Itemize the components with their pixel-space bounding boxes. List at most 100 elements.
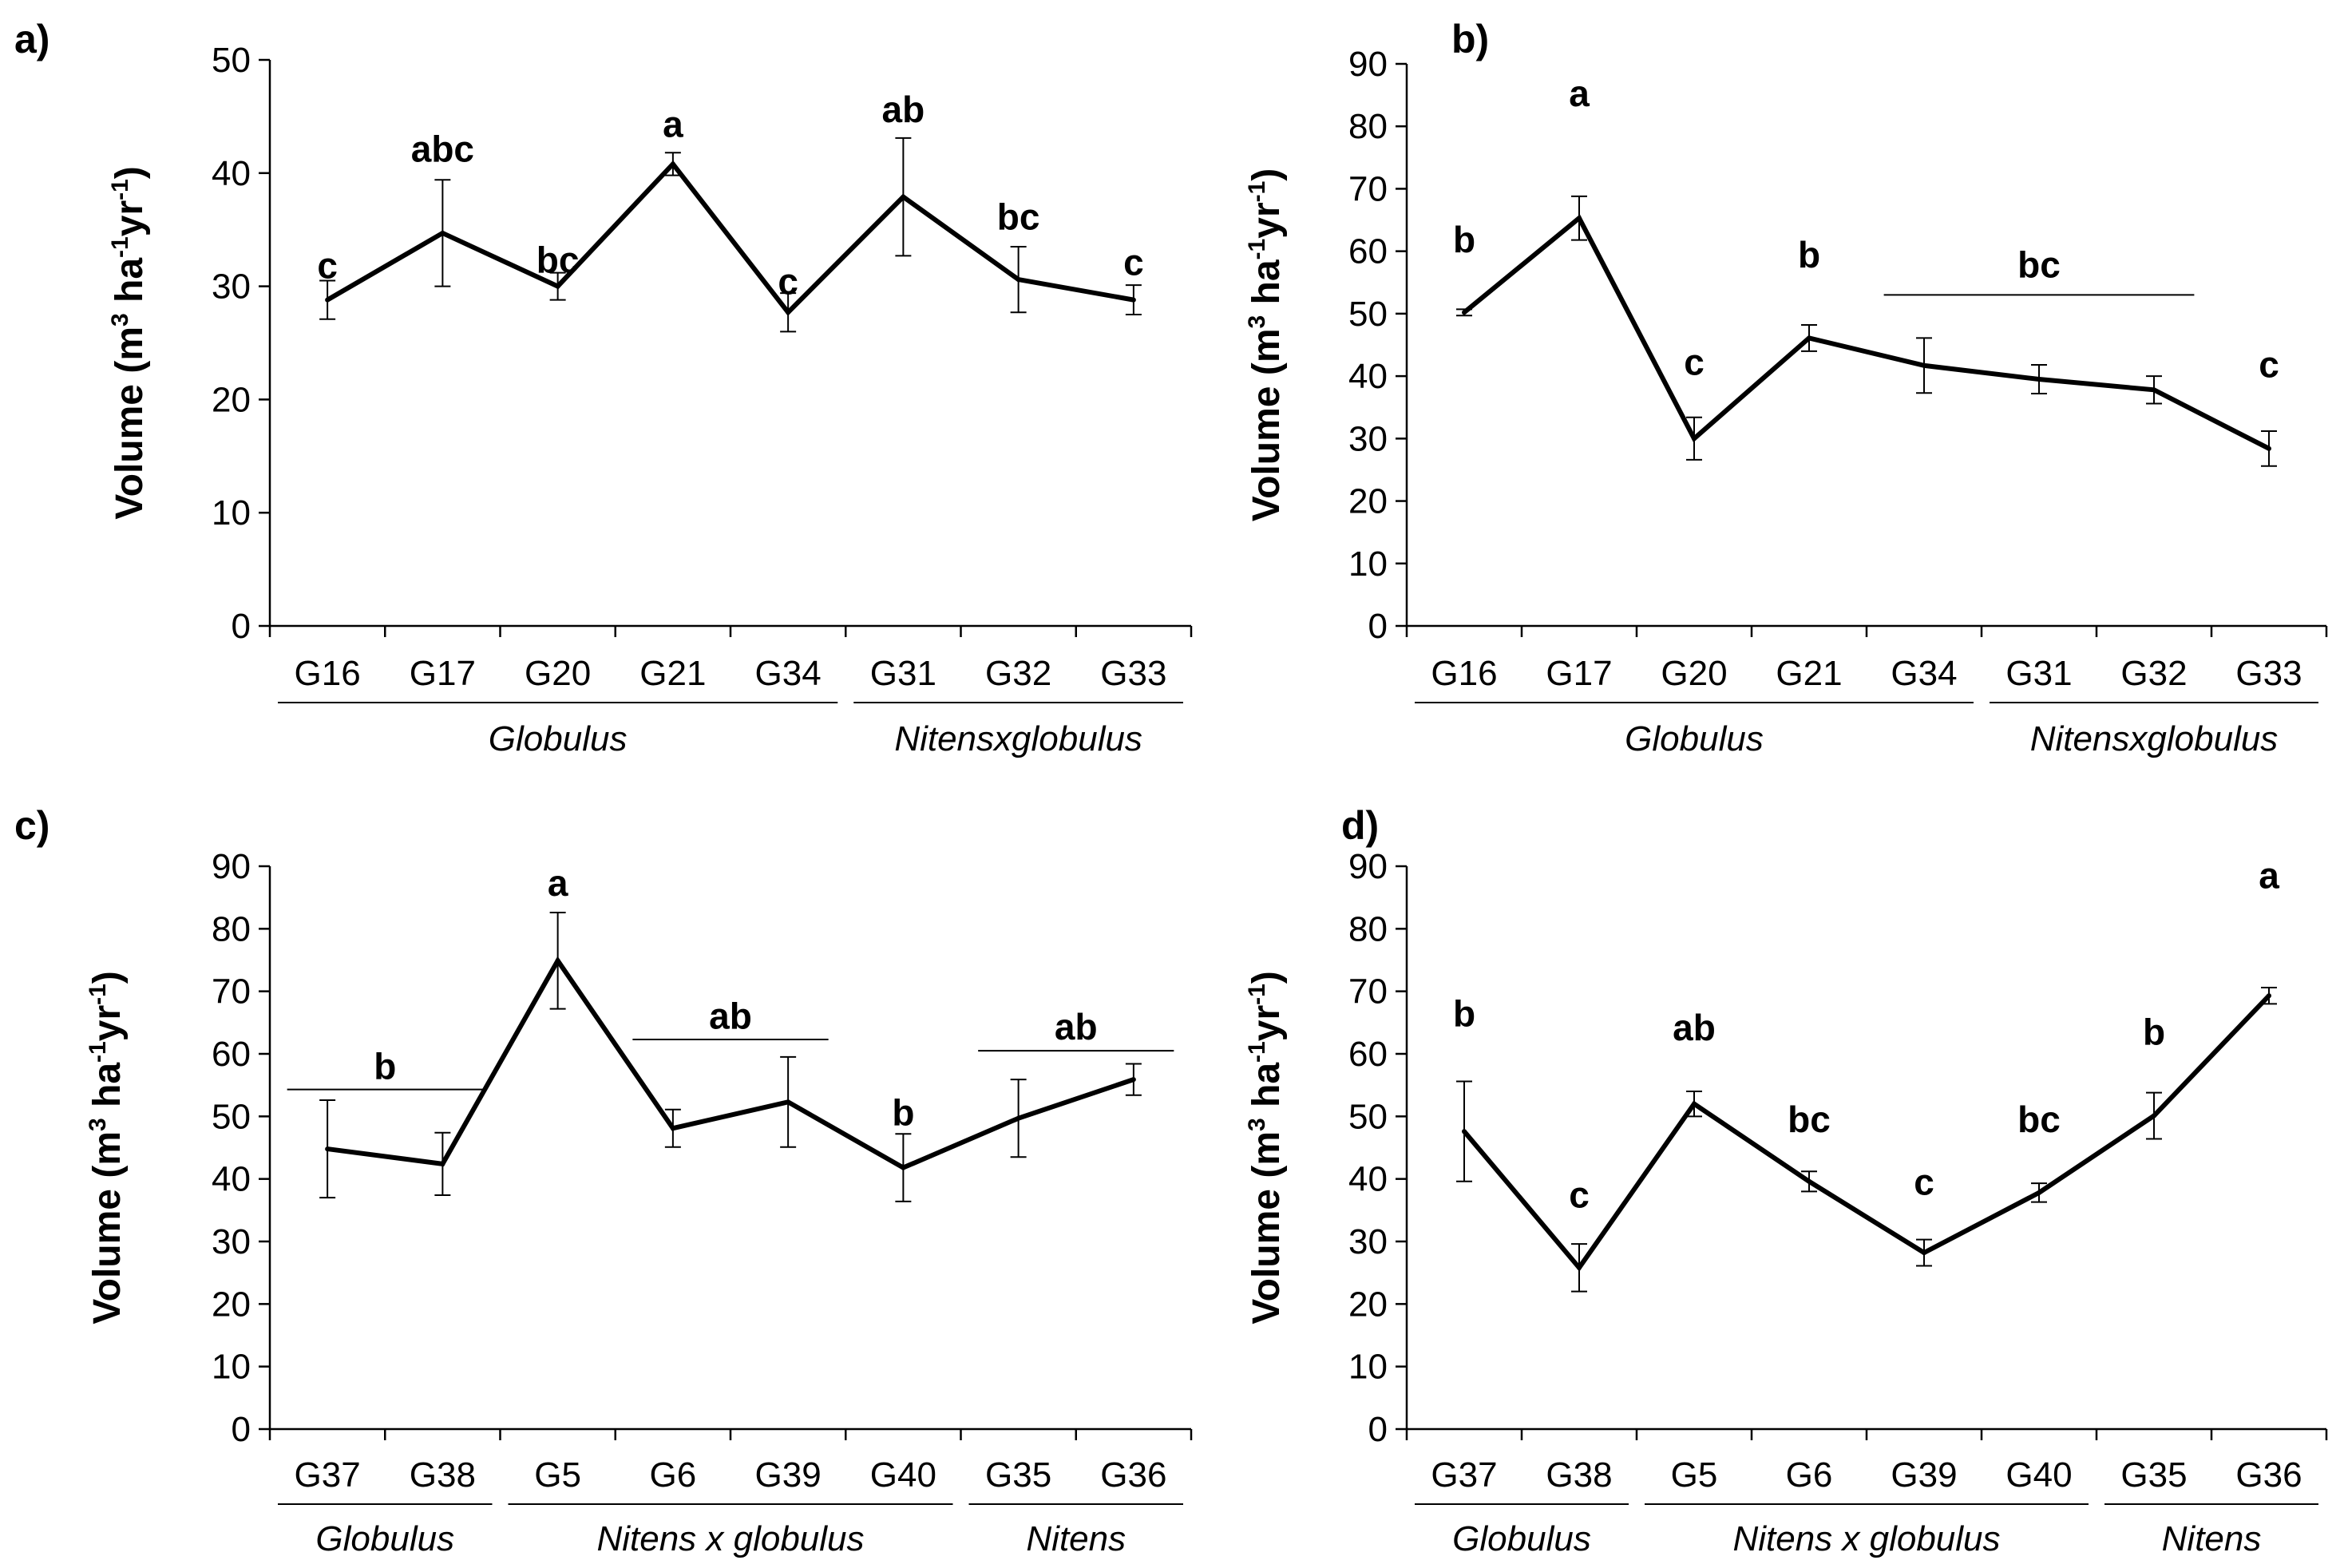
y-axis-label-text: Volume (m [86, 1131, 129, 1324]
category-label: G33 [1100, 654, 1166, 693]
y-tick-label: 20 [212, 1285, 251, 1324]
y-tick-label: 0 [232, 607, 251, 646]
category-label: G5 [1671, 1455, 1718, 1495]
y-axis-label-superscript: -1 [1244, 181, 1270, 203]
significance-letter: b [1798, 234, 1820, 275]
data-point [325, 1146, 331, 1152]
significance-letter: bc [2017, 1099, 2061, 1140]
category-label: G20 [1661, 654, 1727, 693]
y-tick-label: 60 [1348, 1035, 1388, 1074]
y-tick-label: 10 [212, 493, 251, 533]
data-point [901, 194, 906, 200]
category-label: G17 [410, 654, 476, 693]
significance-letter: a [548, 862, 568, 904]
y-axis-label: Volume (m3 ha-1yr-1) [85, 971, 129, 1324]
group-label: Nitens [2162, 1519, 2262, 1558]
data-point [670, 161, 675, 167]
significance-letter: c [1123, 241, 1144, 283]
y-tick-label: 70 [1348, 972, 1388, 1012]
group-label: Nitensxglobulus [894, 719, 1142, 758]
group-label: Globulus [1452, 1519, 1591, 1558]
y-tick-label: 40 [212, 154, 251, 193]
significance-span-letter: ab [709, 996, 752, 1037]
category-label: G34 [755, 654, 822, 693]
y-tick-label: 60 [1348, 232, 1388, 271]
significance-letter: a [663, 103, 683, 145]
significance-letter: c [1914, 1161, 1934, 1202]
data-point [786, 1099, 791, 1105]
category-label: G32 [985, 654, 1051, 693]
y-tick-label: 20 [1348, 1285, 1388, 1324]
significance-letter: c [317, 245, 338, 287]
y-axis-label-superscript: 3 [85, 1118, 111, 1131]
y-tick-label: 40 [1348, 357, 1388, 396]
significance-letter: b [2143, 1011, 2165, 1052]
data-point [1462, 1129, 1467, 1134]
group-label: Globulus [489, 719, 628, 758]
y-axis-label-text: yr [86, 1005, 129, 1041]
y-tick-label: 50 [1348, 1097, 1388, 1136]
group-label: Nitens x globulus [1732, 1519, 2000, 1558]
data-point [1807, 1178, 1811, 1184]
data-point [1807, 335, 1811, 341]
data-point [1462, 310, 1467, 315]
category-label: G37 [295, 1455, 361, 1495]
y-axis-label-superscript: -1 [1244, 239, 1270, 260]
significance-letter: ab [882, 89, 925, 130]
y-axis-label-text: ha [109, 258, 151, 314]
data-point [2152, 1113, 2156, 1119]
significance-letter: c [1569, 1174, 1590, 1216]
y-axis-label-text: yr [1245, 1005, 1288, 1041]
y-axis-label: Volume (m3 ha-1yr-1) [107, 166, 151, 520]
y-tick-label: 10 [1348, 544, 1388, 584]
significance-letter: b [1453, 219, 1475, 260]
y-axis-label-text: ) [1245, 971, 1288, 984]
y-axis-label-superscript: -1 [107, 179, 133, 200]
category-label: G16 [295, 654, 361, 693]
category-label: G33 [2235, 654, 2302, 693]
y-axis-label-text: ) [1245, 168, 1288, 181]
y-axis-label: Volume (m3 ha-1yr-1) [1244, 971, 1288, 1324]
data-point [1016, 1115, 1021, 1121]
significance-letter: a [1569, 73, 1590, 114]
y-tick-label: 0 [1368, 607, 1388, 646]
data-point [1692, 436, 1697, 441]
category-label: G37 [1431, 1455, 1497, 1495]
data-point [2267, 993, 2271, 999]
y-axis-label-superscript: -1 [1244, 984, 1270, 1005]
significance-letter: b [1453, 993, 1475, 1035]
data-point [2037, 1190, 2041, 1195]
chart-panel-1: a) 0 10 20 30 40 50 G16 G17 G20 G21 G34 G31 G32 G33 Glo… [14, 17, 1193, 758]
y-tick-label: 90 [1348, 847, 1388, 886]
data-point [786, 310, 791, 315]
panel-label: b) [1451, 17, 1489, 61]
significance-letter: a [2259, 854, 2279, 896]
y-tick-label: 70 [1348, 169, 1388, 208]
category-label: G40 [870, 1455, 936, 1495]
group-label: Globulus [1625, 719, 1764, 758]
data-point [1130, 297, 1136, 303]
significance-letter: c [778, 261, 798, 303]
data-point [1130, 1077, 1136, 1083]
data-point [901, 1165, 906, 1170]
data-point [1922, 1250, 1926, 1256]
panel-label: d) [1341, 803, 1379, 848]
category-label: G17 [1546, 654, 1612, 693]
data-point [440, 1161, 445, 1166]
significance-span-letter: ab [1055, 1006, 1098, 1047]
significance-letter: b [892, 1091, 914, 1133]
y-axis-label-text: yr [1245, 202, 1288, 238]
y-tick-label: 30 [1348, 419, 1388, 458]
group-label: Nitens x globulus [596, 1519, 864, 1558]
category-label: G6 [1786, 1455, 1833, 1495]
data-point [1692, 1101, 1697, 1107]
category-label: G16 [1431, 654, 1497, 693]
category-label: G31 [870, 654, 936, 693]
y-tick-label: 0 [1368, 1410, 1388, 1449]
group-label: Nitensxglobulus [2030, 719, 2279, 758]
data-point [2267, 445, 2271, 451]
y-axis-label-superscript: 3 [1244, 315, 1270, 329]
significance-letter: c [1684, 342, 1705, 383]
y-tick-label: 50 [212, 41, 251, 80]
